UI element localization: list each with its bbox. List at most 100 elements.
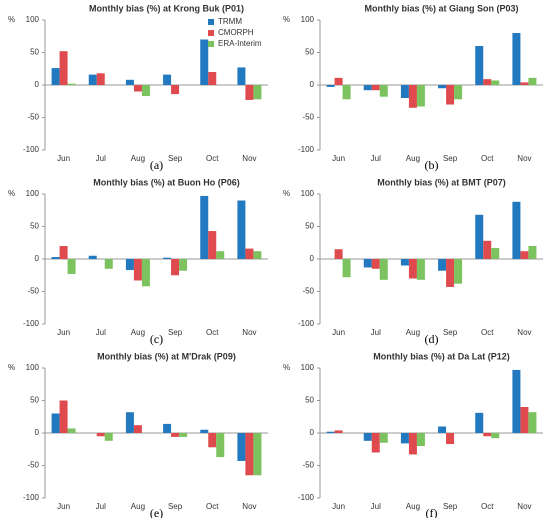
bar [171, 433, 180, 437]
bar [216, 251, 225, 259]
bar [51, 413, 60, 433]
x-tick-label: Jul [96, 328, 106, 337]
bar [528, 412, 537, 433]
bar [59, 400, 68, 433]
bar [334, 249, 343, 259]
y-tick-label: 100 [301, 15, 315, 24]
bar [133, 259, 142, 281]
chart-title: Monthly bias (%) at BMT (P07) [377, 177, 506, 187]
bar [400, 259, 409, 266]
y-tick-label: 100 [301, 189, 315, 198]
bar [491, 80, 500, 85]
bar [200, 39, 209, 85]
y-tick-label: -100 [298, 145, 315, 154]
bar [179, 259, 188, 271]
bar [416, 259, 425, 280]
bar [446, 259, 455, 287]
bar [454, 85, 463, 100]
y-tick-label: 0 [35, 428, 40, 437]
y-tick-label: -50 [302, 461, 314, 470]
legend-swatch [208, 19, 214, 25]
bar [59, 246, 68, 259]
bar [237, 67, 246, 85]
y-tick-label: -50 [27, 113, 39, 122]
y-axis-label: % [283, 15, 290, 24]
bar [416, 85, 425, 107]
y-tick-label: 100 [301, 363, 315, 372]
y-tick-label: 100 [26, 189, 40, 198]
bar [520, 82, 529, 85]
y-tick-label: -50 [27, 287, 39, 296]
y-tick-label: -100 [298, 319, 315, 328]
bar [475, 46, 484, 85]
bar [520, 407, 529, 433]
bar [334, 430, 343, 433]
bar [133, 425, 142, 433]
y-tick-label: 50 [30, 48, 39, 57]
y-axis-label: % [8, 189, 15, 198]
bar [483, 79, 492, 85]
bar [371, 85, 380, 91]
caption: (f) [426, 506, 438, 518]
x-tick-label: Sep [443, 328, 458, 337]
y-axis-label: % [8, 363, 15, 372]
y-axis-label: % [8, 15, 15, 24]
y-tick-label: 0 [310, 428, 315, 437]
bar [104, 433, 113, 441]
x-tick-label: Jun [57, 502, 70, 511]
y-tick-label: 0 [310, 254, 315, 263]
bar [253, 85, 262, 100]
x-tick-label: Jul [371, 328, 381, 337]
bar [528, 246, 537, 259]
x-tick-label: Oct [206, 502, 219, 511]
bar [133, 85, 142, 92]
bar [408, 85, 417, 108]
x-tick-label: Nov [242, 502, 256, 511]
x-tick-label: Jun [57, 154, 70, 163]
y-tick-label: 50 [305, 396, 314, 405]
bar [416, 433, 425, 446]
bar [141, 85, 150, 97]
chart-title: Monthly bias (%) at M'Drak (P09) [97, 351, 236, 361]
x-tick-label: Aug [131, 502, 145, 511]
bar [408, 259, 417, 279]
bar [96, 73, 105, 85]
x-tick-label: Aug [131, 328, 145, 337]
bar [400, 433, 409, 444]
y-tick-label: -100 [23, 493, 40, 502]
bar [400, 85, 409, 98]
x-tick-label: Jul [96, 502, 106, 511]
x-tick-label: Jul [371, 154, 381, 163]
y-tick-label: -100 [23, 145, 40, 154]
x-tick-label: Oct [206, 154, 219, 163]
bar [491, 433, 500, 439]
bar [163, 257, 172, 259]
bar [125, 412, 134, 433]
y-tick-label: -50 [27, 461, 39, 470]
y-tick-label: -100 [298, 493, 315, 502]
x-tick-label: Jul [371, 502, 381, 511]
bar [245, 85, 254, 100]
bar [326, 85, 335, 87]
bar [67, 428, 76, 433]
x-tick-label: Nov [517, 154, 531, 163]
y-tick-label: -50 [302, 113, 314, 122]
y-axis-label: % [283, 363, 290, 372]
bar [51, 257, 60, 259]
bar [171, 259, 180, 276]
caption: (e) [150, 506, 163, 518]
bar [163, 74, 172, 85]
y-tick-label: 50 [305, 48, 314, 57]
bar [520, 251, 529, 259]
bar [237, 433, 246, 461]
bar [475, 412, 484, 433]
x-tick-label: Jun [332, 154, 345, 163]
bar [475, 214, 484, 259]
chart-panel: Monthly bias (%) at M'Drak (P09)% -100 -50… [8, 351, 268, 518]
x-tick-label: Aug [131, 154, 145, 163]
chart-title: Monthly bias (%) at Buon Ho (P06) [93, 177, 240, 187]
bar [512, 201, 521, 259]
bar [326, 431, 335, 433]
bar [342, 85, 351, 100]
bar [216, 433, 225, 458]
